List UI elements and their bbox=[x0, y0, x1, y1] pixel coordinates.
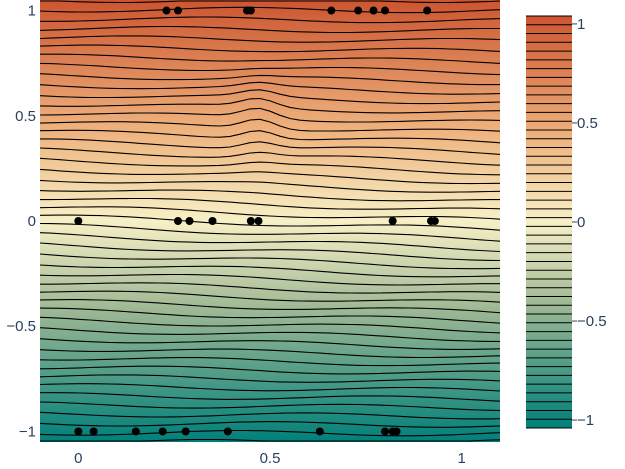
data-point bbox=[392, 427, 401, 436]
data-point bbox=[174, 217, 182, 225]
contour-line bbox=[40, 392, 501, 402]
data-point bbox=[162, 6, 171, 15]
contour-line bbox=[39, 157, 501, 176]
contour-line bbox=[39, 242, 501, 262]
y-tick-label: 1 bbox=[28, 3, 36, 20]
data-point bbox=[246, 217, 255, 225]
data-point bbox=[89, 427, 98, 436]
data-point bbox=[423, 6, 432, 15]
contour-line bbox=[39, 401, 501, 412]
contour-line bbox=[39, 411, 501, 420]
data-point bbox=[181, 427, 190, 436]
contour-line bbox=[40, 16, 501, 24]
colorbar-tick-label: −0.5 bbox=[577, 313, 607, 330]
y-tick-label: 0 bbox=[28, 213, 36, 230]
contour-line bbox=[39, 365, 501, 375]
data-point bbox=[158, 427, 167, 436]
data-point bbox=[315, 427, 324, 436]
contour-line bbox=[39, 189, 500, 202]
contour-line bbox=[39, 307, 501, 324]
contour-line bbox=[39, 348, 501, 359]
contour-line bbox=[39, 206, 501, 220]
data-point bbox=[74, 217, 83, 225]
contour-lines bbox=[39, 0, 501, 442]
x-tick-label: 1 bbox=[457, 450, 465, 467]
colorbar-level-lines bbox=[526, 15, 572, 429]
data-point bbox=[381, 6, 389, 15]
data-point bbox=[208, 217, 217, 225]
data-point bbox=[74, 427, 83, 436]
plot-area bbox=[40, 0, 500, 442]
contour-line bbox=[39, 214, 501, 231]
x-tick-label: 0 bbox=[74, 450, 82, 467]
contour-line bbox=[39, 357, 501, 367]
contour-line bbox=[40, 0, 501, 4]
data-point bbox=[381, 427, 389, 436]
contour-line bbox=[39, 383, 501, 392]
data-point bbox=[388, 217, 397, 225]
y-axis-ticks: 1 0.5 0 −0.5 −1 bbox=[6, 3, 36, 441]
colorbar-tick-label: 0.5 bbox=[577, 115, 598, 132]
data-point bbox=[185, 217, 194, 225]
data-point bbox=[223, 427, 232, 436]
contour-line bbox=[39, 316, 501, 334]
colorbar-tick-label: −1 bbox=[577, 412, 594, 429]
contour-line bbox=[39, 338, 501, 350]
data-point bbox=[369, 6, 378, 15]
contour-line bbox=[39, 118, 501, 132]
colorbar-ticks: 1 0.5 0 −0.5 −1 bbox=[572, 16, 607, 429]
data-point bbox=[327, 6, 336, 15]
colorbar bbox=[526, 16, 572, 428]
contour-line bbox=[39, 25, 500, 34]
y-tick-label: 0.5 bbox=[15, 108, 36, 125]
contour-line bbox=[39, 374, 501, 383]
contour-line bbox=[40, 53, 501, 64]
contour-line bbox=[39, 421, 501, 428]
contour-line bbox=[39, 299, 501, 314]
y-tick-label: −1 bbox=[19, 423, 36, 440]
contour-line bbox=[39, 253, 501, 270]
contour-line bbox=[40, 282, 501, 294]
contour-line bbox=[39, 327, 500, 342]
contour-line bbox=[39, 429, 501, 437]
contour-line bbox=[39, 264, 501, 278]
contour-line bbox=[40, 438, 501, 442]
contour-line bbox=[39, 179, 501, 193]
data-point bbox=[246, 6, 255, 15]
contour-line bbox=[39, 129, 501, 144]
data-points bbox=[74, 6, 439, 436]
contour-line bbox=[39, 62, 501, 76]
x-tick-label: 0.5 bbox=[260, 450, 281, 467]
contour-line bbox=[39, 168, 501, 185]
contour-line bbox=[39, 89, 501, 105]
contour-line bbox=[40, 138, 501, 155]
data-point bbox=[174, 6, 182, 15]
contour-line bbox=[39, 44, 501, 53]
x-axis-ticks: 0 0.5 1 bbox=[74, 450, 466, 467]
data-point bbox=[354, 6, 363, 15]
contour-line bbox=[40, 197, 501, 210]
data-point bbox=[131, 427, 140, 436]
contour-line bbox=[39, 222, 501, 242]
colorbar-tick-label: 1 bbox=[577, 16, 585, 33]
contour-line bbox=[39, 35, 501, 43]
contour-line bbox=[39, 107, 501, 123]
y-tick-label: −0.5 bbox=[6, 318, 36, 335]
contour-line bbox=[39, 147, 501, 166]
contour-line bbox=[39, 6, 501, 14]
data-point bbox=[254, 217, 263, 225]
contour-line bbox=[39, 73, 500, 86]
contour-line bbox=[39, 97, 501, 114]
contour-line bbox=[39, 290, 501, 303]
data-point bbox=[430, 217, 439, 225]
colorbar-tick-label: 0 bbox=[577, 214, 585, 231]
contour-line bbox=[39, 81, 501, 95]
contour-line bbox=[39, 232, 501, 253]
contour-line bbox=[39, 273, 500, 286]
